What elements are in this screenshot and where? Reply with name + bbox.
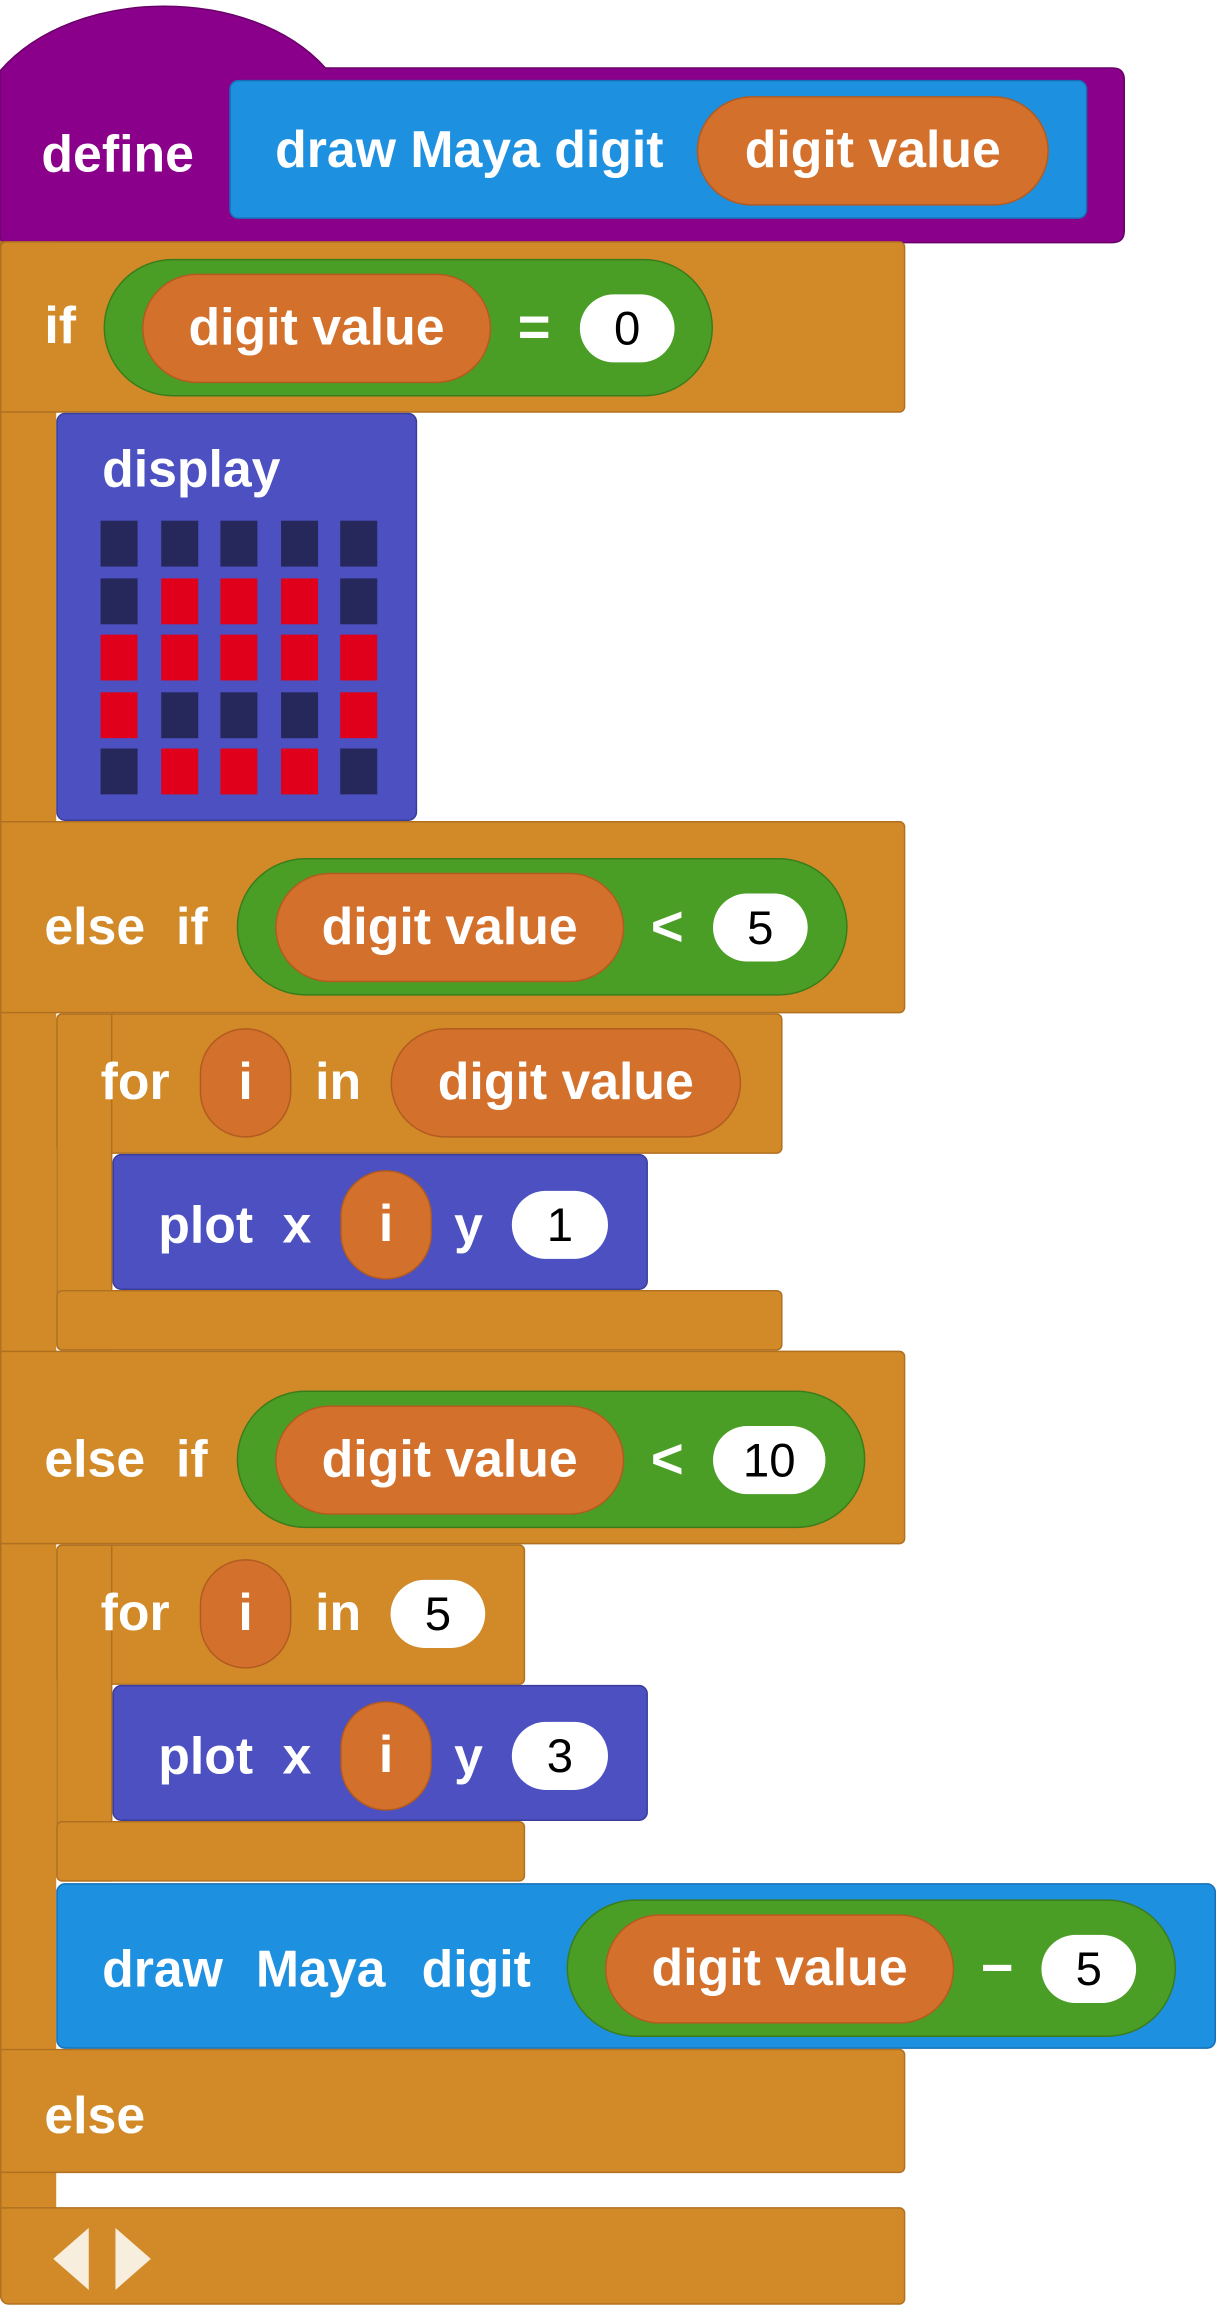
define-keyword: define bbox=[41, 125, 194, 184]
minus-operator: − bbox=[980, 1937, 1014, 2001]
for1-in-keyword: in bbox=[315, 1053, 362, 1111]
led-cell[interactable] bbox=[220, 577, 258, 624]
led-cell[interactable] bbox=[100, 748, 138, 795]
condition-value[interactable]: 0 bbox=[579, 294, 675, 363]
if-keyword: if bbox=[44, 297, 77, 356]
led-cell[interactable] bbox=[160, 691, 198, 738]
prototype-block[interactable]: draw Maya digit digit value bbox=[229, 79, 1088, 219]
call-arg-value[interactable]: 5 bbox=[1041, 1934, 1137, 2003]
for1-footer bbox=[56, 1289, 783, 1351]
led-cell[interactable] bbox=[280, 577, 318, 624]
plot2-y-value[interactable]: 3 bbox=[511, 1721, 608, 1790]
elseif1-condition-value[interactable]: 5 bbox=[713, 893, 808, 962]
else-keyword: else bbox=[44, 2087, 146, 2145]
condition-equals[interactable]: digit value = 0 bbox=[103, 258, 714, 397]
plot2-x-label: x bbox=[282, 1727, 312, 1786]
for1-var[interactable]: i bbox=[199, 1028, 292, 1138]
for2-range[interactable]: 5 bbox=[390, 1579, 486, 1648]
elseif1-condition-var[interactable]: digit value bbox=[275, 872, 625, 983]
led-cell[interactable] bbox=[220, 634, 258, 681]
less-than-operator: < bbox=[650, 1429, 684, 1492]
led-grid[interactable] bbox=[100, 520, 385, 802]
elseif1-else-keyword: else bbox=[44, 897, 146, 956]
elseif2-if-keyword: if bbox=[176, 1430, 208, 1489]
param-digit-value[interactable]: digit value bbox=[696, 96, 1049, 206]
led-cell[interactable] bbox=[160, 634, 198, 681]
led-cell[interactable] bbox=[280, 520, 318, 567]
call-arg-var[interactable]: digit value bbox=[605, 1914, 955, 2024]
led-cell[interactable] bbox=[220, 748, 258, 795]
led-cell[interactable] bbox=[280, 748, 318, 795]
call-label-maya: Maya bbox=[255, 1940, 386, 1999]
led-cell[interactable] bbox=[220, 691, 258, 738]
led-cell[interactable] bbox=[340, 634, 378, 681]
plot2-label: plot bbox=[158, 1727, 254, 1786]
condition-less-than-5[interactable]: digit value < 5 bbox=[236, 857, 848, 996]
prototype-label: draw Maya digit bbox=[275, 121, 664, 179]
led-cell[interactable] bbox=[100, 691, 138, 738]
if-spine bbox=[0, 241, 57, 2305]
less-than-operator: < bbox=[650, 896, 684, 959]
led-cell[interactable] bbox=[340, 577, 378, 624]
plot1-x-var[interactable]: i bbox=[340, 1170, 432, 1280]
led-cell[interactable] bbox=[340, 748, 378, 795]
for1-keyword: for bbox=[100, 1053, 170, 1111]
display-block[interactable]: display bbox=[56, 412, 418, 822]
elseif1-if-keyword: if bbox=[176, 897, 208, 956]
plot2-y-label: y bbox=[454, 1727, 483, 1786]
plot1-y-value[interactable]: 1 bbox=[511, 1190, 608, 1259]
elseif2-condition-value[interactable]: 10 bbox=[713, 1426, 826, 1495]
plot-block-1[interactable]: plot x i y 1 bbox=[112, 1153, 648, 1290]
led-cell[interactable] bbox=[160, 520, 198, 567]
elseif2-condition-var[interactable]: digit value bbox=[275, 1405, 625, 1515]
led-cell[interactable] bbox=[100, 520, 138, 567]
plot1-x-label: x bbox=[282, 1196, 312, 1255]
for2-keyword: for bbox=[100, 1584, 170, 1643]
led-cell[interactable] bbox=[160, 577, 198, 624]
condition-less-than-10[interactable]: digit value < 10 bbox=[236, 1390, 866, 1529]
led-cell[interactable] bbox=[280, 691, 318, 738]
call-label-digit: digit bbox=[421, 1940, 531, 1999]
plot1-label: plot bbox=[158, 1196, 254, 1255]
elseif2-else-keyword: else bbox=[44, 1430, 146, 1489]
add-case-icon[interactable] bbox=[115, 2227, 159, 2290]
equals-operator: = bbox=[517, 297, 551, 360]
led-cell[interactable] bbox=[220, 520, 258, 567]
plot2-x-var[interactable]: i bbox=[340, 1701, 432, 1811]
for1-range[interactable]: digit value bbox=[390, 1028, 742, 1138]
remove-case-icon[interactable] bbox=[53, 2227, 157, 2290]
call-label-draw: draw bbox=[102, 1940, 223, 1999]
condition-var[interactable]: digit value bbox=[142, 273, 492, 384]
led-cell[interactable] bbox=[280, 634, 318, 681]
led-cell[interactable] bbox=[340, 520, 378, 567]
else-header bbox=[0, 2048, 906, 2174]
led-cell[interactable] bbox=[160, 748, 198, 795]
plot1-y-label: y bbox=[454, 1196, 483, 1255]
plot-block-2[interactable]: plot x i y 3 bbox=[112, 1684, 648, 1822]
led-cell[interactable] bbox=[100, 634, 138, 681]
for2-footer bbox=[56, 1821, 526, 1882]
if-footer bbox=[0, 2207, 906, 2305]
for2-var[interactable]: i bbox=[199, 1559, 292, 1669]
for2-in-keyword: in bbox=[315, 1584, 362, 1643]
led-cell[interactable] bbox=[100, 577, 138, 624]
minus-expression[interactable]: digit value − 5 bbox=[566, 1899, 1177, 2037]
call-draw-maya-digit-block[interactable]: draw Maya digit digit value − 5 bbox=[56, 1883, 1216, 2049]
display-label: display bbox=[102, 440, 281, 499]
led-cell[interactable] bbox=[340, 691, 378, 738]
